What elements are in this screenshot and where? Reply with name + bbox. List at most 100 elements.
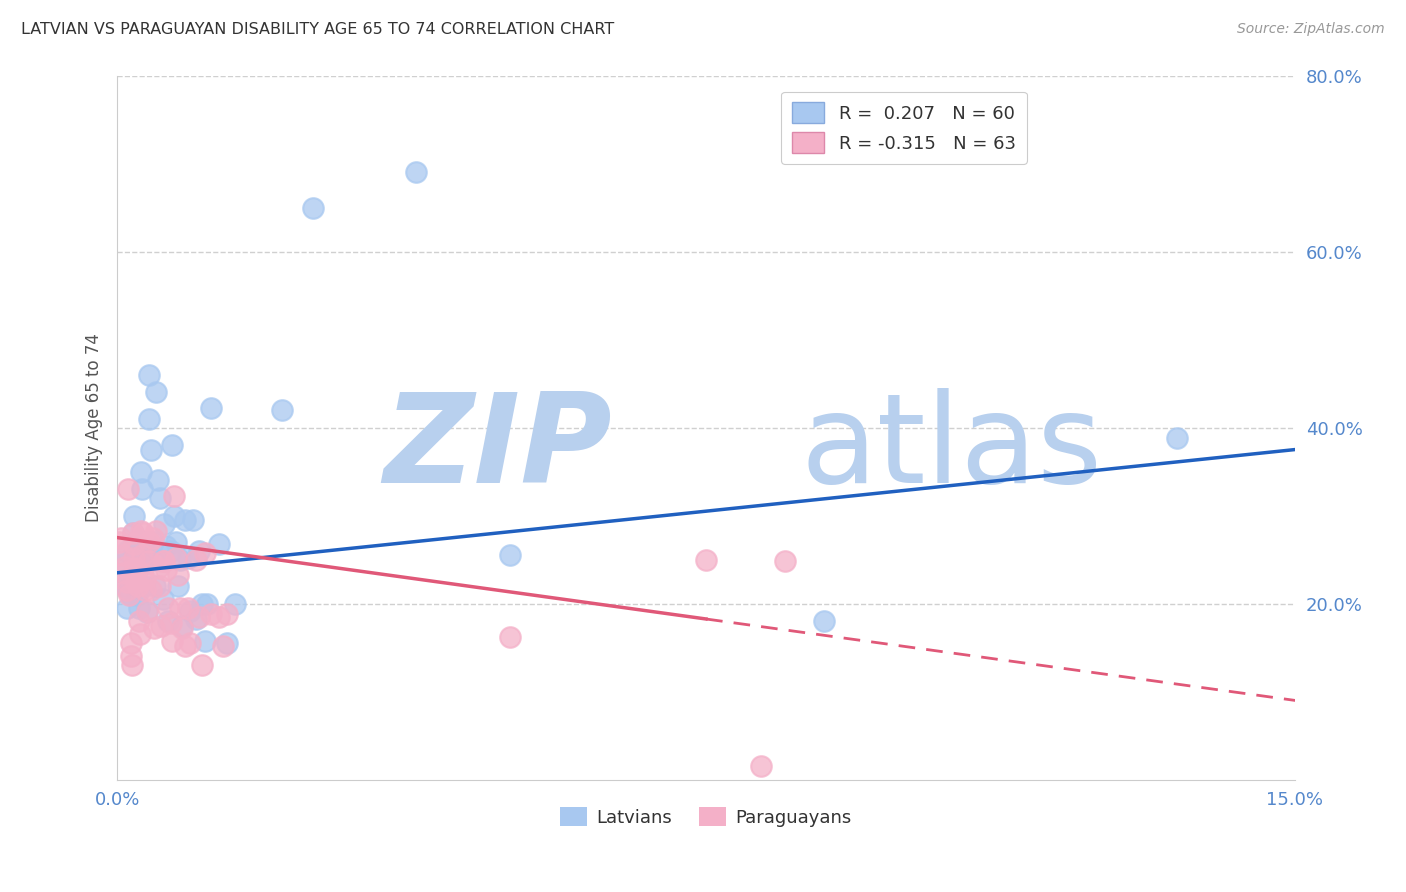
Point (165, 535, 187, 549)
Point (184, 552, 207, 566)
Point (184, 612, 207, 626)
Point (124, 560, 146, 574)
Point (153, 517, 176, 532)
Point (191, 597, 214, 611)
Point (132, 579, 155, 593)
Point (120, 649, 142, 664)
Point (115, 574, 138, 589)
Point (146, 561, 169, 575)
Point (117, 583, 139, 598)
Text: atlas: atlas (800, 388, 1102, 509)
Point (212, 639, 235, 653)
Point (134, 583, 156, 598)
Point (142, 552, 165, 566)
Point (128, 614, 150, 628)
Point (122, 526, 145, 541)
Point (177, 550, 200, 565)
Point (157, 601, 180, 615)
Point (167, 579, 190, 593)
Point (131, 566, 153, 580)
Point (153, 554, 176, 568)
Point (118, 588, 141, 602)
Point (405, 165, 427, 179)
Point (112, 557, 135, 571)
Point (145, 385, 167, 400)
Point (112, 566, 135, 580)
Point (132, 557, 155, 571)
Point (114, 559, 136, 574)
Point (138, 411, 160, 425)
Point (139, 442, 162, 457)
Point (122, 537, 145, 551)
Point (117, 601, 139, 615)
Point (217, 607, 239, 622)
Point (134, 572, 156, 586)
Point (194, 633, 217, 648)
Point (1166, 431, 1188, 445)
Point (160, 438, 183, 452)
Point (149, 491, 172, 505)
Point (131, 548, 153, 562)
Point (177, 601, 200, 615)
Point (224, 597, 246, 611)
Point (131, 482, 153, 496)
Text: Source: ZipAtlas.com: Source: ZipAtlas.com (1237, 22, 1385, 37)
Point (200, 401, 222, 416)
Point (117, 482, 139, 496)
Point (150, 618, 173, 632)
Point (191, 658, 214, 673)
Point (181, 513, 204, 527)
Point (499, 548, 522, 562)
Point (127, 579, 149, 593)
Point (499, 630, 522, 644)
Point (155, 540, 177, 554)
Point (208, 609, 231, 624)
Point (169, 552, 191, 566)
Point (172, 621, 194, 635)
Point (127, 540, 149, 554)
Point (134, 543, 156, 558)
Point (111, 548, 134, 562)
Point (695, 552, 717, 566)
Text: ZIP: ZIP (382, 388, 612, 509)
Point (169, 601, 191, 615)
Legend: Latvians, Paraguayans: Latvians, Paraguayans (553, 800, 859, 834)
Point (138, 554, 160, 568)
Point (152, 592, 174, 607)
Point (187, 609, 209, 624)
Point (114, 579, 136, 593)
Point (187, 543, 209, 558)
Point (217, 636, 239, 650)
Point (179, 636, 201, 650)
Point (125, 563, 148, 577)
Point (173, 513, 195, 527)
Point (152, 554, 174, 568)
Point (120, 588, 142, 602)
Point (129, 465, 152, 479)
Point (813, 614, 835, 628)
Point (129, 524, 152, 539)
Point (118, 583, 141, 598)
Point (167, 568, 190, 582)
Point (129, 627, 152, 641)
Point (125, 574, 148, 589)
Point (139, 583, 162, 598)
Point (124, 508, 146, 523)
Point (172, 618, 194, 632)
Point (136, 604, 159, 618)
Point (124, 574, 146, 589)
Point (159, 543, 181, 558)
Point (160, 633, 183, 648)
Point (134, 535, 156, 549)
Point (141, 531, 163, 545)
Text: LATVIAN VS PARAGUAYAN DISABILITY AGE 65 TO 74 CORRELATION CHART: LATVIAN VS PARAGUAYAN DISABILITY AGE 65 … (21, 22, 614, 37)
Point (173, 639, 195, 653)
Point (208, 537, 231, 551)
Point (145, 524, 167, 539)
Point (146, 474, 169, 488)
Point (115, 543, 138, 558)
Point (155, 563, 177, 577)
Point (141, 535, 163, 549)
Y-axis label: Disability Age 65 to 74: Disability Age 65 to 74 (86, 333, 103, 522)
Point (200, 607, 222, 622)
